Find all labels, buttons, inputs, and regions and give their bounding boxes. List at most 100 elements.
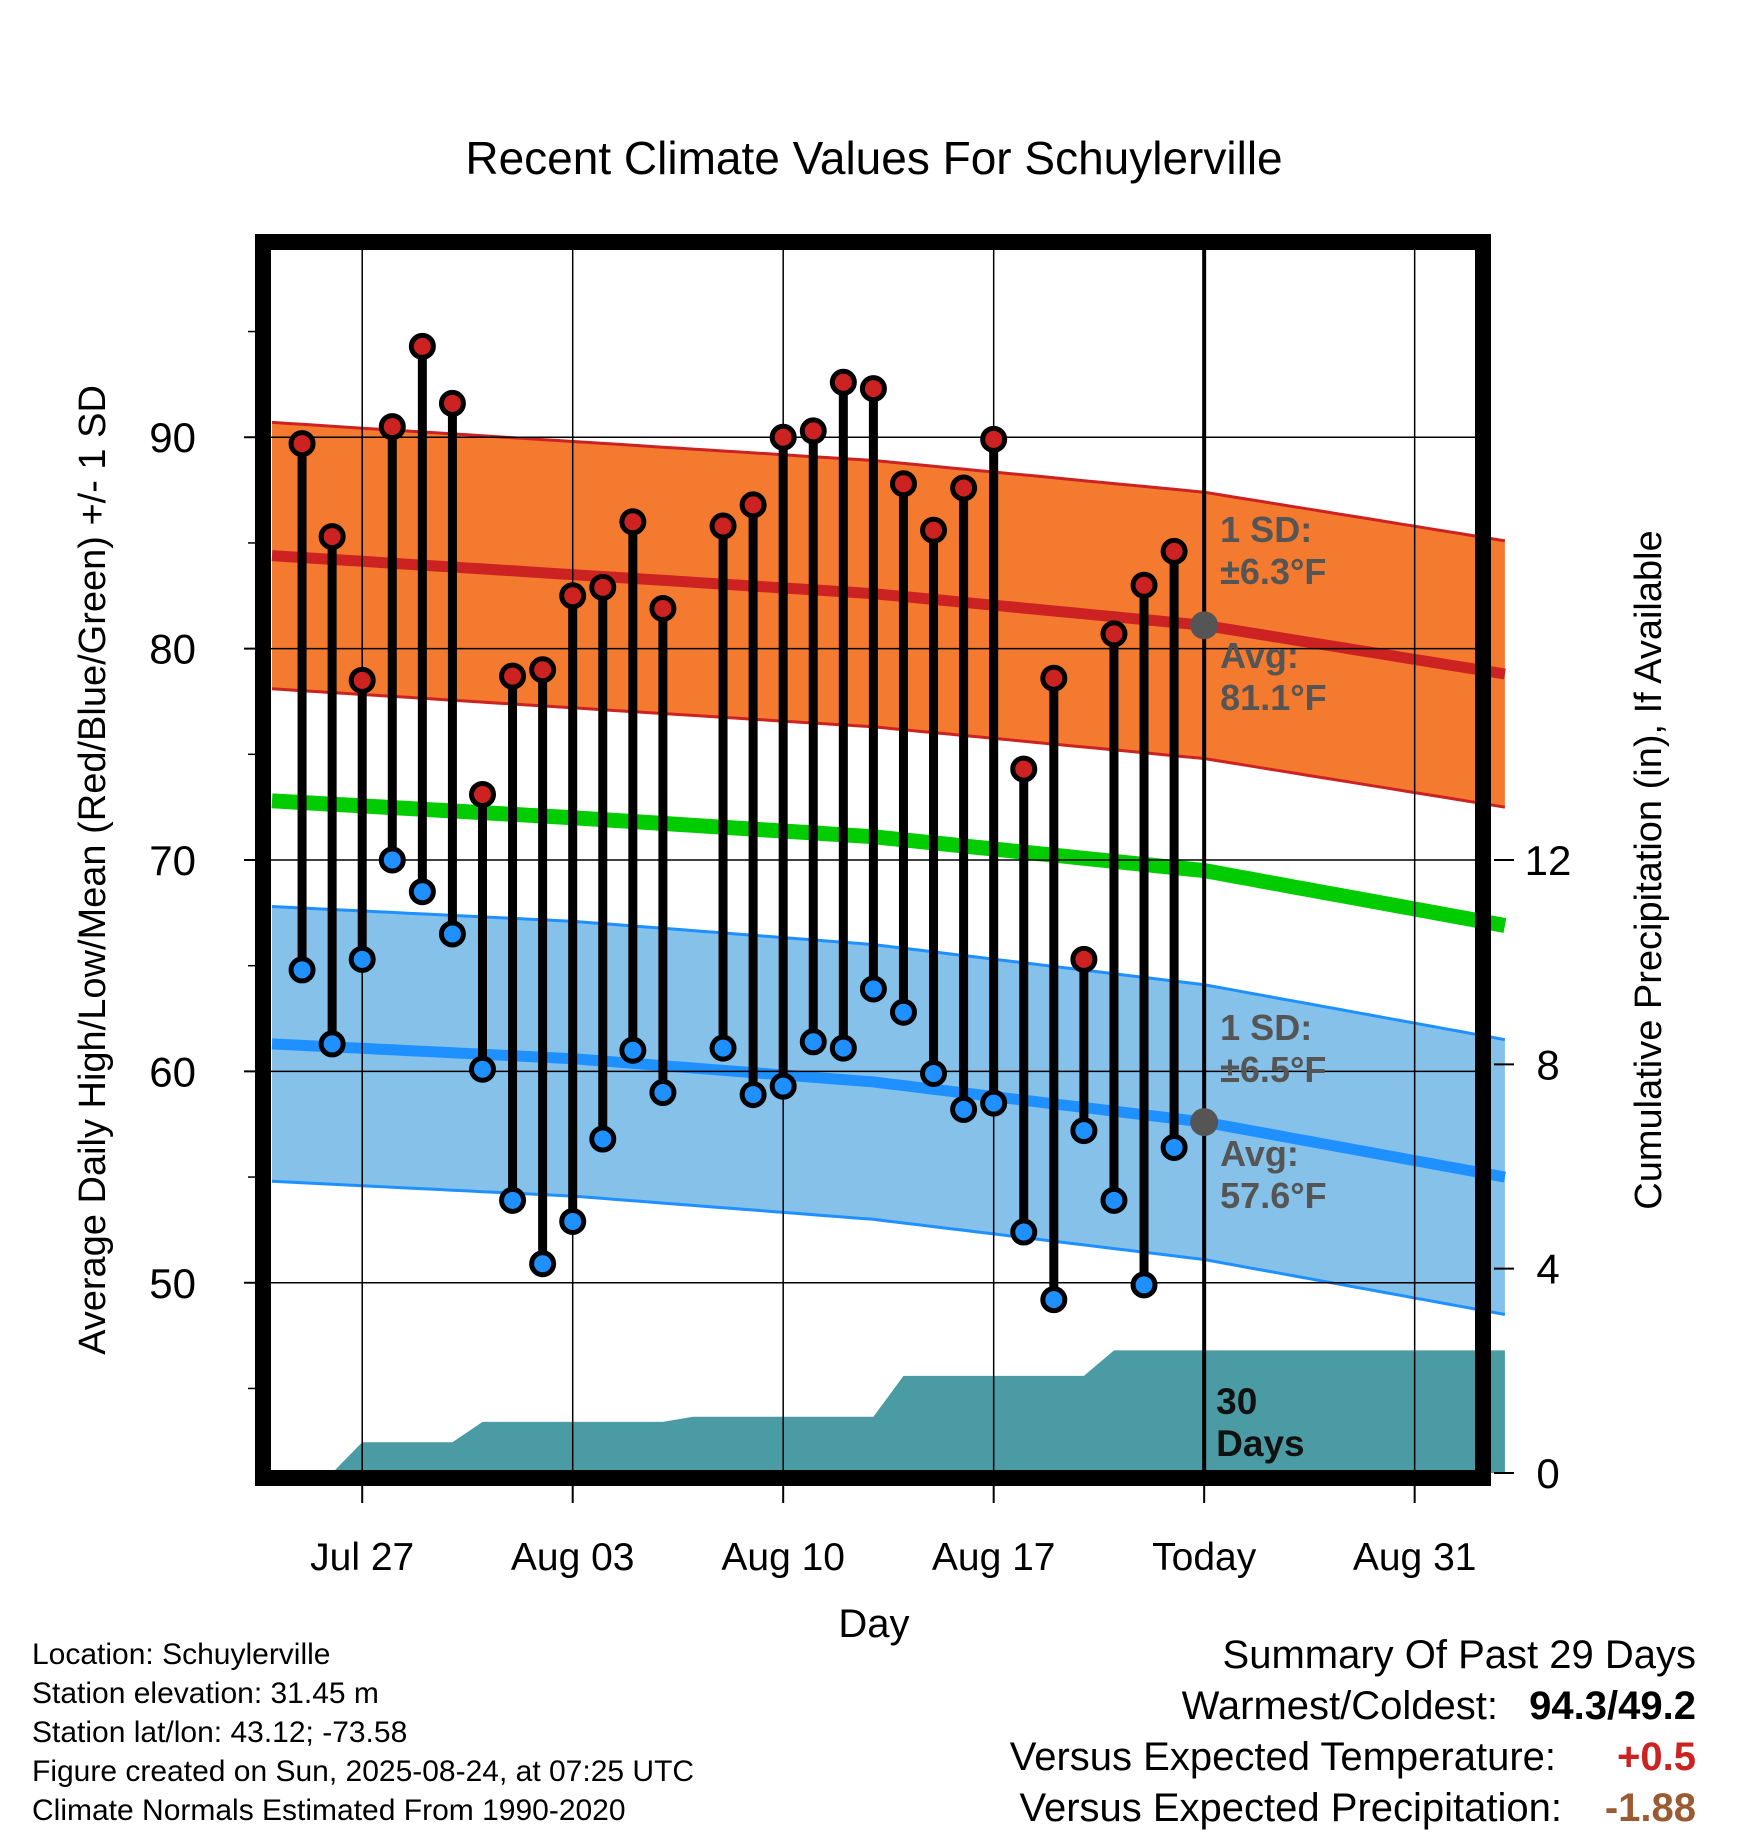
daily-low-point: [980, 1089, 1008, 1117]
daily-high-point: [589, 573, 617, 601]
daily-high-point: [799, 417, 827, 445]
temp-value: +0.5: [1617, 1735, 1696, 1779]
daily-low-point: [829, 1034, 857, 1062]
daily-low-point: [1160, 1133, 1188, 1161]
precip-value: -1.88: [1604, 1786, 1696, 1830]
y-tick-label-left: 60: [149, 1048, 196, 1095]
daily-low-point: [529, 1250, 557, 1278]
daily-high-point: [829, 368, 857, 396]
latlon-text: Station lat/lon: 43.12; -73.58: [32, 1716, 408, 1749]
high-avg-annotation: 81.1°F: [1220, 677, 1326, 718]
y-tick-label-left: 90: [149, 414, 196, 461]
precip-days-annotation: 30: [1216, 1381, 1257, 1422]
low-avg-annotation: Avg:: [1220, 1133, 1299, 1174]
y-axis-label-left: Average Daily High/Low/Mean (Red/Blue/Gr…: [72, 385, 114, 1355]
warmest-value: 94.3/49.2: [1529, 1684, 1696, 1728]
precip-days-annotation: Days: [1216, 1423, 1304, 1464]
high-avg-today-marker: [1190, 611, 1219, 640]
daily-high-point: [1040, 664, 1068, 692]
summary-warmest-row: Warmest/Coldest: 94.3/49.2: [1010, 1681, 1696, 1732]
low-normal-avg-line: [271, 1038, 1506, 1183]
summary-temp-row: Versus Expected Temperature: +0.5: [1010, 1732, 1696, 1783]
y-tick-label-left: 80: [149, 626, 196, 673]
high-normal-avg-line: [271, 550, 1506, 680]
daily-low-point: [1070, 1117, 1098, 1145]
x-tick-label: Aug 31: [1353, 1536, 1477, 1579]
high-sd-annotation: 1 SD:: [1220, 509, 1312, 550]
plot-frame: [255, 234, 1491, 1486]
daily-low-point: [1040, 1286, 1068, 1314]
low-normal-band-lower-edge: [271, 1179, 1506, 1316]
daily-low-point: [769, 1072, 797, 1100]
daily-low-point: [288, 956, 316, 984]
high-normal-band: [272, 422, 1505, 808]
high-normal-band-upper-edge: [271, 420, 1506, 543]
summary-panel: Summary Of Past 29 Days Warmest/Coldest:…: [1010, 1630, 1696, 1834]
y-tick-label-left: 50: [149, 1260, 196, 1307]
low-avg-annotation: 57.6°F: [1220, 1175, 1326, 1216]
daily-low-point: [468, 1055, 496, 1083]
precip-label: Versus Expected Precipitation:: [1019, 1786, 1562, 1830]
location-text: Location: Schuylerville: [32, 1638, 331, 1671]
daily-high-point: [920, 516, 948, 544]
daily-low-point: [859, 975, 887, 1003]
x-tick-label: Aug 17: [932, 1536, 1056, 1579]
low-avg-today-marker: [1190, 1108, 1219, 1137]
daily-high-point: [559, 582, 587, 610]
daily-high-point: [769, 423, 797, 451]
daily-high-point: [1010, 755, 1038, 783]
daily-high-point: [1130, 571, 1158, 599]
daily-high-point: [859, 375, 887, 403]
y-tick-label-right: 4: [1536, 1246, 1559, 1293]
daily-high-point: [438, 389, 466, 417]
daily-low-point: [438, 920, 466, 948]
daily-high-point: [889, 470, 917, 498]
daily-high-point: [318, 523, 346, 551]
daily-high-point: [408, 332, 436, 360]
daily-low-point: [709, 1034, 737, 1062]
daily-high-point: [1070, 945, 1098, 973]
daily-high-point: [529, 656, 557, 684]
daily-low-point: [318, 1030, 346, 1058]
station-info: Location: Schuylerville Station elevatio…: [32, 1635, 694, 1830]
created-text: Figure created on Sun, 2025-08-24, at 07…: [32, 1755, 695, 1788]
chart-title: Recent Climate Values For Schuylerville: [465, 132, 1282, 184]
daily-low-point: [408, 878, 436, 906]
high-avg-annotation: Avg:: [1220, 635, 1299, 676]
daily-low-point: [1010, 1218, 1038, 1246]
warmest-label: Warmest/Coldest:: [1181, 1684, 1498, 1728]
daily-low-point: [1130, 1271, 1158, 1299]
low-normal-band-upper-edge: [271, 905, 1506, 1042]
low-sd-annotation: 1 SD:: [1220, 1007, 1312, 1048]
daily-low-point: [920, 1059, 948, 1087]
mean-normal-line: [271, 793, 1507, 933]
daily-low-point: [559, 1207, 587, 1235]
high-sd-annotation: ±6.3°F: [1220, 551, 1326, 592]
daily-high-point: [619, 508, 647, 536]
high-normal-band-lower-edge: [271, 687, 1506, 809]
daily-high-point: [1160, 537, 1188, 565]
daily-high-point: [950, 474, 978, 502]
x-tick-label: Aug 03: [511, 1536, 635, 1579]
precipitation-area: [272, 1350, 1505, 1473]
daily-low-point: [1100, 1186, 1128, 1214]
low-normal-band: [272, 906, 1505, 1315]
daily-low-point: [348, 945, 376, 973]
x-tick-label: Aug 10: [721, 1536, 845, 1579]
daily-low-point: [889, 998, 917, 1026]
daily-high-point: [378, 413, 406, 441]
daily-high-point: [739, 491, 767, 519]
y-tick-label-right: 0: [1536, 1450, 1559, 1497]
daily-low-point: [378, 846, 406, 874]
y-tick-label-right: 8: [1536, 1041, 1559, 1088]
summary-precip-row: Versus Expected Precipitation: -1.88: [1010, 1783, 1696, 1834]
y-axis-label-right: Cumulative Precipitation (in), If Availa…: [1628, 530, 1670, 1209]
daily-high-point: [980, 425, 1008, 453]
temp-label: Versus Expected Temperature:: [1009, 1735, 1556, 1779]
daily-low-point: [589, 1125, 617, 1153]
daily-high-point: [468, 780, 496, 808]
daily-low-point: [499, 1186, 527, 1214]
daily-low-point: [950, 1095, 978, 1123]
x-tick-label: Today: [1152, 1536, 1257, 1579]
